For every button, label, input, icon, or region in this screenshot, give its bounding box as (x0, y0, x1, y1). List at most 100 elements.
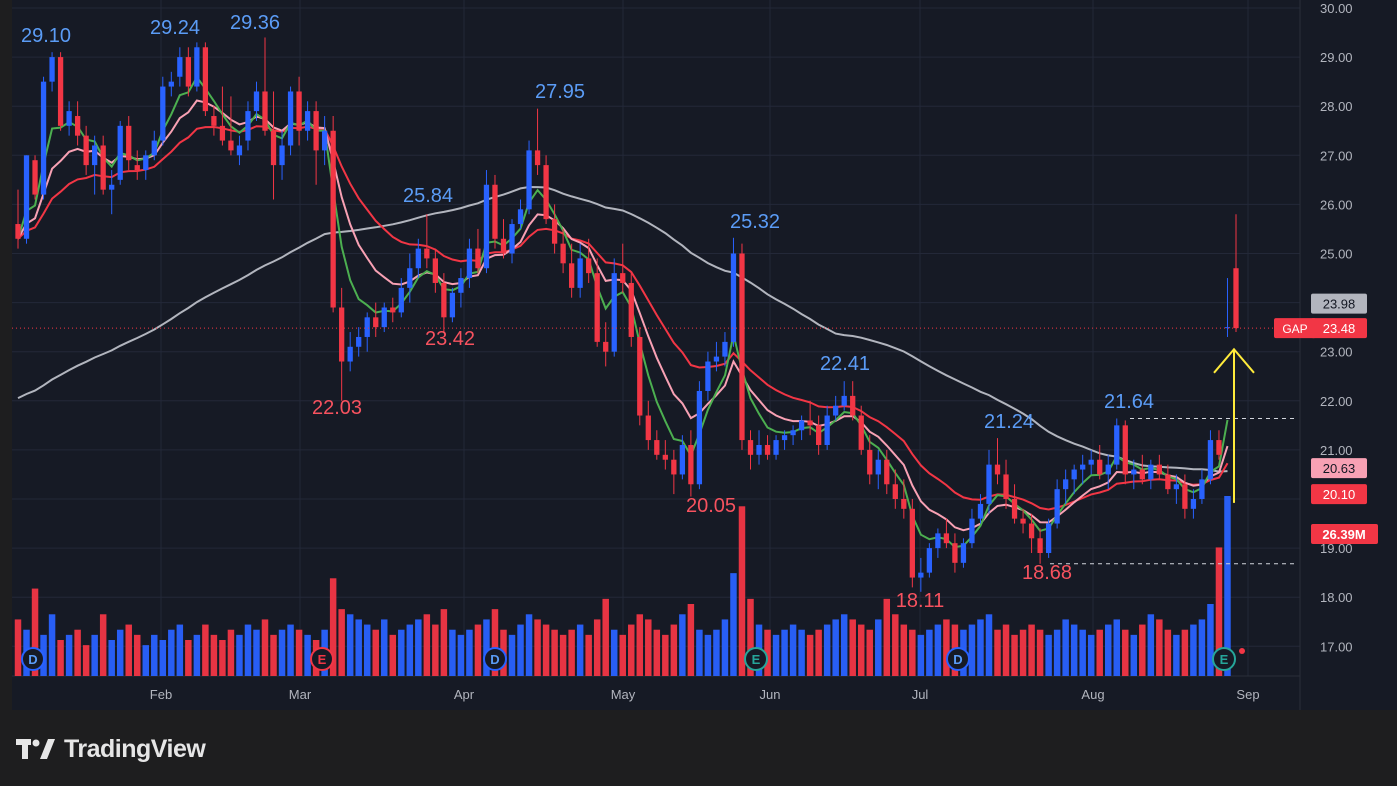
volume-bar (1130, 634, 1138, 676)
volume-bar (1002, 624, 1010, 676)
candle-body (304, 111, 311, 131)
candle (1037, 528, 1043, 564)
volume-bar (372, 629, 379, 676)
dividend-marker: D (21, 647, 45, 671)
candle (977, 494, 984, 524)
candle-body (892, 484, 898, 499)
candle-body (313, 111, 319, 151)
candle-body (926, 548, 933, 573)
volume-bar (696, 629, 703, 676)
candle (918, 557, 924, 592)
candle (373, 302, 379, 337)
gap-arrow-head (1213, 347, 1255, 374)
candle-body (390, 307, 396, 313)
candle (577, 243, 583, 298)
candle (194, 42, 200, 92)
y-tick-label: 21.00 (1320, 443, 1353, 458)
candle (628, 273, 634, 347)
candle-body (168, 81, 174, 87)
event-marker-ring (946, 647, 970, 671)
candle-body (816, 425, 822, 445)
candle (1165, 464, 1171, 495)
y-tick-label: 30.00 (1320, 1, 1353, 16)
volume-bar (551, 629, 558, 676)
volume-bar (892, 614, 899, 676)
price-label-text: 23.48 (1323, 321, 1356, 336)
candle-body (1190, 499, 1197, 509)
candle (739, 243, 745, 450)
candle-body (688, 444, 694, 485)
candle-body (773, 440, 779, 455)
candle-body (270, 130, 277, 166)
volume-bar (1190, 624, 1197, 676)
candle-body (1020, 518, 1026, 524)
volume-bar (508, 634, 516, 676)
candle-body (1216, 440, 1222, 455)
volume-bar (125, 624, 132, 676)
earnings-marker: E (310, 647, 334, 671)
candle-body (424, 248, 430, 259)
candle-body (466, 248, 473, 279)
volume-bar (1156, 619, 1163, 676)
volume-bar (423, 614, 431, 676)
candle-body (909, 508, 915, 578)
candle (245, 101, 251, 151)
event-marker-letter: E (318, 652, 327, 667)
price-chart[interactable]: 17.0018.0019.0020.0021.0022.0023.0024.00… (12, 0, 1397, 710)
volume-bar (1087, 634, 1095, 676)
candle-body (262, 91, 268, 131)
price-label-text: 20.63 (1323, 461, 1356, 476)
candle (875, 449, 881, 490)
candle-body (441, 282, 447, 318)
candle (126, 116, 132, 171)
candle-body (952, 543, 958, 563)
candle (679, 435, 686, 480)
candle-body (160, 86, 166, 141)
x-tick-label: Apr (454, 687, 475, 702)
candle (466, 238, 473, 288)
candle (560, 228, 566, 274)
y-tick-label: 27.00 (1320, 148, 1353, 163)
volume-bar (193, 634, 201, 676)
candle (262, 37, 268, 136)
volume-bar (1147, 614, 1155, 676)
candle (781, 430, 788, 450)
volume-bar (261, 619, 269, 676)
volume-bar (329, 578, 337, 676)
candle-body (875, 459, 881, 475)
y-tick-label: 18.00 (1320, 590, 1353, 605)
candle (66, 101, 72, 136)
volume-bar (764, 629, 771, 676)
candle-body (637, 336, 643, 416)
candle-body (1105, 464, 1111, 475)
candle (168, 71, 174, 97)
volume-bar (747, 598, 754, 676)
price-label-box (1311, 484, 1367, 505)
candle-body (449, 292, 456, 318)
volume-bar (857, 624, 865, 676)
candle-body (654, 440, 660, 455)
volume-bar (14, 619, 22, 676)
x-tick-label: May (611, 687, 636, 702)
volume-bar (116, 629, 124, 676)
volume-bar (202, 624, 209, 676)
candle (543, 155, 549, 225)
candle (969, 508, 975, 549)
candle-body (918, 572, 924, 578)
volume-bar (151, 634, 158, 676)
candle (364, 312, 370, 352)
candle (415, 238, 421, 279)
volume-bar (653, 629, 661, 676)
candle (1199, 469, 1205, 504)
candle-body (696, 390, 703, 485)
candle (92, 135, 98, 195)
tradingview-logo: TradingView (16, 734, 206, 764)
candle-body (645, 415, 651, 441)
candle (100, 135, 106, 195)
volume-bar (636, 614, 644, 676)
candle (1011, 484, 1018, 524)
volume-bar (338, 609, 345, 676)
volume-bar (1207, 604, 1214, 676)
volume-bar (1198, 619, 1206, 676)
candle-body (1003, 474, 1009, 499)
